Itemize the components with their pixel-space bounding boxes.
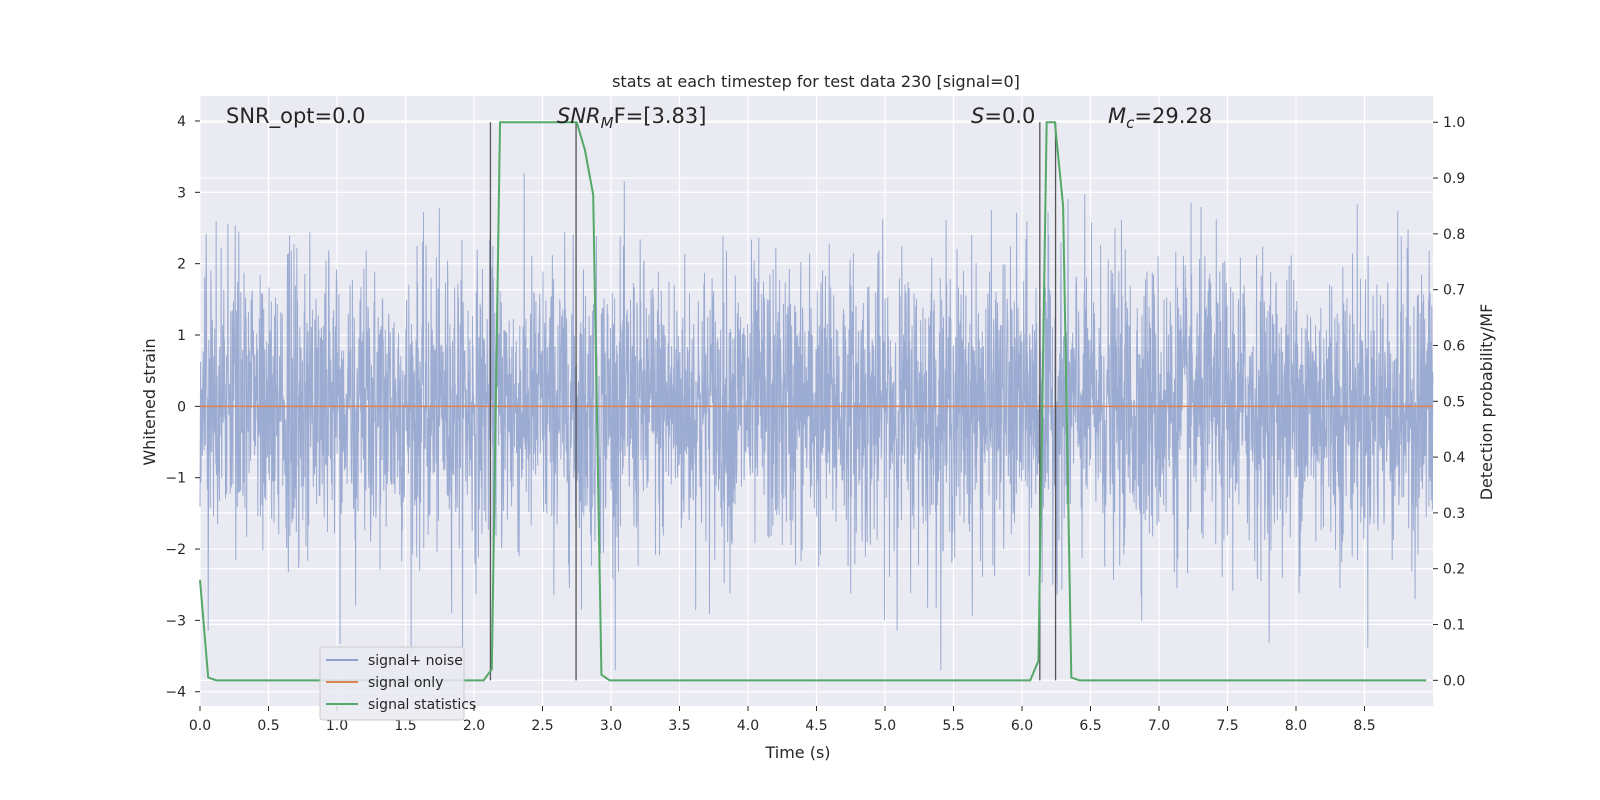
x-tick-label: 0.5 [257,718,279,734]
x-ticks: 0.0 0.5 1.0 1.5 2.0 2.5 3.0 3.5 4.0 4.5 5.0 5.5 6.0 6… [189,706,1376,734]
legend-label-signal-only: signal only [368,675,443,691]
x-tick-label: 0.0 [189,718,211,734]
annotation-s-rest: =0.0 [984,104,1035,128]
y-right-tick-label: 0.8 [1443,227,1465,243]
y-left-tick-label: 1 [177,328,186,344]
x-tick-label: 4.0 [737,718,759,734]
y-right-ticks: 1.0 0.9 0.8 0.7 0.6 0.5 0.4 0.3 0.2 0.1 0.0 [1433,115,1465,689]
annotation-mc: Mc=29.28 [1108,104,1212,132]
y-left-ticks: 4 3 2 1 0 −1 −2 −3 −4 [165,114,200,701]
y-left-tick-label: −2 [165,542,186,558]
x-tick-label: 6.5 [1079,718,1101,734]
chart-title: stats at each timestep for test data 230… [612,72,1020,91]
y-right-tick-label: 0.7 [1443,283,1465,299]
y-right-tick-label: 0.0 [1443,673,1465,689]
annotation-snr-mf: SNRMF=[3.83] [557,104,706,132]
x-tick-label: 7.5 [1216,718,1238,734]
y-left-tick-label: 3 [177,185,186,201]
y-right-tick-label: 0.4 [1443,450,1465,466]
legend-label-signal-noise: signal+ noise [368,653,463,669]
annotation-snr-opt: SNR_opt=0.0 [226,104,366,129]
annotation-s-main: S [971,104,984,128]
x-tick-label: 2.5 [531,718,553,734]
y-left-tick-label: 0 [177,399,186,415]
y-right-tick-label: 0.2 [1443,562,1465,578]
annotation-mc-sub: c [1126,114,1135,132]
x-tick-label: 8.5 [1353,718,1375,734]
annotation-s: S=0.0 [971,104,1035,128]
y-right-tick-label: 1.0 [1443,115,1465,131]
y-left-tick-label: −4 [165,685,186,701]
y-axis-label-right: Detection probability/MF [1477,304,1496,501]
x-tick-label: 3.5 [668,718,690,734]
x-axis-label: Time (s) [764,743,830,762]
annotation-snr-mf-rest: F=[3.83] [614,104,707,128]
x-tick-label: 8.0 [1285,718,1307,734]
x-tick-label: 4.5 [805,718,827,734]
x-tick-label: 5.5 [942,718,964,734]
y-left-tick-label: 4 [177,114,186,130]
x-tick-label: 1.0 [326,718,348,734]
signal-noise-line [199,172,1434,671]
y-left-tick-label: −3 [165,613,186,629]
y-right-tick-label: 0.9 [1443,171,1465,187]
y-right-tick-label: 0.6 [1443,338,1465,354]
y-right-tick-label: 0.5 [1443,394,1465,410]
annotation-snr-mf-sub: M [601,114,614,132]
x-tick-label: 2.0 [463,718,485,734]
x-tick-label: 5.0 [874,718,896,734]
x-tick-label: 7.0 [1148,718,1170,734]
y-axis-label-left: Whitened strain [140,338,159,465]
x-tick-label: 1.5 [394,718,416,734]
annotation-mc-rest: =29.28 [1134,104,1212,128]
x-tick-label: 3.0 [600,718,622,734]
legend-box [319,646,465,721]
legend: signal+ noise signal only signal statist… [319,646,476,721]
annotation-mc-main: M [1108,104,1126,128]
y-right-tick-label: 0.1 [1443,618,1465,634]
y-left-tick-label: 2 [177,257,186,273]
y-left-tick-label: −1 [165,471,186,487]
series-signal-noise [199,172,1434,671]
legend-label-signal-statistics: signal statistics [368,697,476,713]
x-tick-label: 6.0 [1011,718,1033,734]
y-right-tick-label: 0.3 [1443,506,1465,522]
annotation-snr-mf-main: SNR [557,104,601,128]
